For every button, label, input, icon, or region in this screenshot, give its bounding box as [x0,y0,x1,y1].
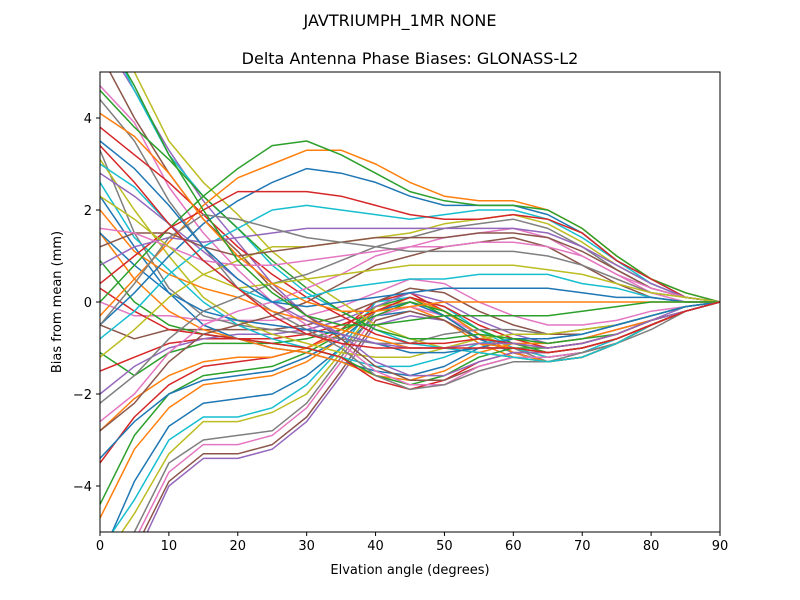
x-axis-label: Elvation angle (degrees) [330,563,489,578]
series-line-54 [100,145,720,354]
x-tick-label: 30 [298,539,315,554]
x-tick-label: 50 [436,539,453,554]
x-tick-label: 80 [643,539,660,554]
y-tick-label: −4 [73,480,92,495]
x-tick-label: 40 [367,539,384,554]
series-line-43 [100,140,720,303]
x-tick-label: 10 [161,539,178,554]
y-tick-label: −2 [73,388,92,403]
y-tick-label: 4 [84,112,92,127]
y-axis-label: Bias from mean (mm) [50,231,65,373]
y-axis: −4 −2 0 2 4 [73,112,100,495]
series-line-45 [100,227,720,303]
series-line-49 [100,195,720,303]
series-line-51 [100,140,720,308]
x-tick-label: 20 [230,539,247,554]
x-tick-label: 70 [574,539,591,554]
series-line-53 [125,72,720,326]
series-line-52 [100,112,720,312]
chart-title: Delta Antenna Phase Biases: GLONASS-L2 [242,49,579,68]
y-tick-label: 2 [84,204,92,219]
x-axis: 0 10 20 30 40 50 60 70 80 90 [96,532,728,554]
x-tick-label: 90 [712,539,729,554]
series-layer [100,72,720,532]
x-tick-label: 60 [505,539,522,554]
y-tick-label: 0 [84,296,92,311]
x-tick-label: 0 [96,539,104,554]
series-line-48 [100,213,720,326]
figure-suptitle: JAVTRIUMPH_1MR NONE [303,11,497,31]
